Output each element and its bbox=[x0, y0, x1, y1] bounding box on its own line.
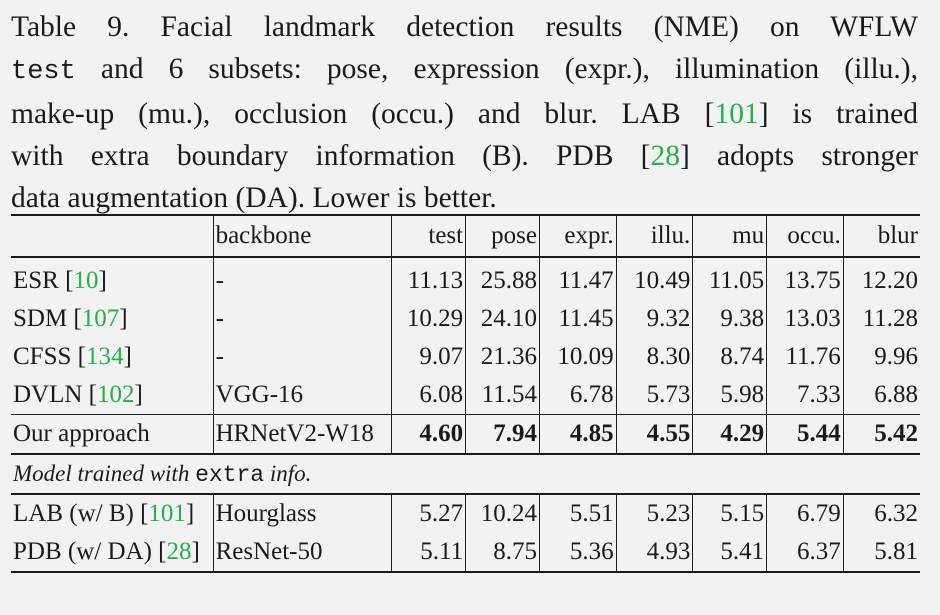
value-cell: 9.96 bbox=[842, 338, 920, 376]
value-cell: 5.15 bbox=[692, 493, 767, 533]
best-value-cell: 4.60 bbox=[391, 414, 466, 455]
citation-link[interactable]: 101 bbox=[148, 500, 186, 527]
value-cell: 13.03 bbox=[766, 300, 844, 338]
method-cell: Our approach bbox=[11, 414, 214, 455]
backbone-cell: - bbox=[212, 338, 392, 376]
method-cell: LAB (w/ B) [101] bbox=[11, 493, 214, 533]
best-value-cell: 4.55 bbox=[615, 414, 693, 455]
table-row: LAB (w/ B) [101] Hourglass 5.27 10.24 5.… bbox=[11, 493, 920, 533]
value-cell: 11.47 bbox=[539, 256, 617, 300]
value-cell: 6.88 bbox=[842, 376, 920, 415]
best-value-cell: 4.85 bbox=[539, 414, 617, 455]
caption-line-3: make-up (mu.), occlusion (occu.) and blu… bbox=[11, 98, 918, 130]
backbone-cell: HRNetV2-W18 bbox=[212, 414, 392, 455]
backbone-cell: - bbox=[212, 300, 392, 338]
header-cell: backbone bbox=[212, 214, 392, 257]
table-caption: Table 9. Facial landmark detection resul… bbox=[11, 6, 918, 219]
citation-link[interactable]: 28 bbox=[650, 140, 680, 172]
value-cell: 5.73 bbox=[615, 376, 693, 415]
backbone-cell: ResNet-50 bbox=[212, 533, 392, 573]
value-cell: 8.74 bbox=[692, 338, 767, 376]
citation-link[interactable]: 10 bbox=[73, 267, 99, 294]
citation-link[interactable]: 134 bbox=[85, 343, 124, 370]
best-value-cell: 5.42 bbox=[842, 414, 920, 455]
value-cell: 6.08 bbox=[391, 376, 466, 415]
header-cell: illu. bbox=[615, 214, 693, 257]
value-cell: 5.98 bbox=[692, 376, 767, 415]
caption-line-1: Table 9. Facial landmark detection resul… bbox=[11, 11, 918, 43]
table-section-note: Model trained with extra info. bbox=[11, 454, 920, 494]
method-cell: ESR [10] bbox=[11, 256, 214, 300]
caption-line-2: test and 6 subsets: pose, expression (ex… bbox=[11, 53, 918, 87]
value-cell: 10.09 bbox=[539, 338, 617, 376]
method-cell: SDM [107] bbox=[13, 305, 128, 332]
header-cell: blur bbox=[842, 214, 920, 257]
value-cell: 6.37 bbox=[766, 533, 844, 573]
value-cell: 6.32 bbox=[842, 493, 920, 533]
value-cell: 6.79 bbox=[766, 493, 844, 533]
results-table: backbone test pose expr. illu. mu occu. … bbox=[11, 214, 920, 573]
header-cell: pose bbox=[465, 214, 540, 257]
table-row: DVLN [102] VGG-16 6.08 11.54 6.78 5.73 5… bbox=[11, 376, 920, 415]
table-row: SDM [107] - 10.29 24.10 11.45 9.32 9.38 … bbox=[11, 300, 920, 338]
caption-line-4: with extra boundary information (B). PDB… bbox=[11, 140, 918, 172]
value-cell: 5.81 bbox=[842, 533, 920, 573]
value-cell: 11.28 bbox=[842, 300, 920, 338]
header-cell: occu. bbox=[766, 214, 844, 257]
table-row: ESR [10] - 11.13 25.88 11.47 10.49 11.05… bbox=[11, 256, 920, 300]
header-cell: expr. bbox=[539, 214, 617, 257]
value-cell: 8.30 bbox=[615, 338, 693, 376]
header-cell: test bbox=[391, 214, 466, 257]
backbone-cell: VGG-16 bbox=[212, 376, 392, 415]
caption-line-5: data augmentation (DA). Lower is better. bbox=[11, 182, 497, 214]
value-cell: 5.11 bbox=[391, 533, 466, 573]
value-cell: 5.23 bbox=[615, 493, 693, 533]
method-cell: CFSS [134] bbox=[13, 343, 132, 370]
value-cell: 6.78 bbox=[539, 376, 617, 415]
value-cell: 10.24 bbox=[465, 493, 540, 533]
value-cell: 11.76 bbox=[766, 338, 844, 376]
value-cell: 5.27 bbox=[391, 493, 466, 533]
value-cell: 8.75 bbox=[465, 533, 540, 573]
backbone-cell: - bbox=[212, 256, 392, 300]
citation-link[interactable]: 107 bbox=[81, 305, 120, 332]
value-cell: 5.51 bbox=[539, 493, 617, 533]
citation-link[interactable]: 28 bbox=[166, 538, 192, 565]
value-cell: 13.75 bbox=[766, 256, 844, 300]
value-cell: 25.88 bbox=[465, 256, 540, 300]
caption-test-split: test bbox=[11, 57, 76, 87]
value-cell: 9.38 bbox=[692, 300, 767, 338]
method-cell: PDB (w/ DA) [28] bbox=[11, 533, 214, 573]
method-cell: DVLN [102] bbox=[13, 381, 143, 408]
header-cell bbox=[11, 214, 214, 257]
backbone-cell: Hourglass bbox=[212, 493, 392, 533]
best-value-cell: 5.44 bbox=[766, 414, 844, 455]
header-cell: mu bbox=[692, 214, 767, 257]
value-cell: 11.54 bbox=[465, 376, 540, 415]
table-header-row: backbone test pose expr. illu. mu occu. … bbox=[11, 214, 920, 257]
best-value-cell: 7.94 bbox=[465, 414, 540, 455]
citation-link[interactable]: 102 bbox=[97, 381, 135, 408]
value-cell: 11.45 bbox=[539, 300, 617, 338]
value-cell: 7.33 bbox=[766, 376, 844, 415]
citation-link[interactable]: 101 bbox=[714, 98, 759, 130]
value-cell: 11.13 bbox=[391, 256, 466, 300]
value-cell: 21.36 bbox=[465, 338, 540, 376]
value-cell: 11.05 bbox=[692, 256, 767, 300]
value-cell: 9.07 bbox=[391, 338, 466, 376]
value-cell: 5.36 bbox=[539, 533, 617, 573]
table-row-ours: Our approach HRNetV2-W18 4.60 7.94 4.85 … bbox=[11, 414, 920, 455]
value-cell: 10.49 bbox=[615, 256, 693, 300]
extra-info-note: Model trained with extra info. bbox=[13, 460, 312, 488]
value-cell: 9.32 bbox=[615, 300, 693, 338]
value-cell: 4.93 bbox=[615, 533, 693, 573]
table-row: CFSS [134] - 9.07 21.36 10.09 8.30 8.74 … bbox=[11, 338, 920, 376]
value-cell: 24.10 bbox=[465, 300, 540, 338]
value-cell: 10.29 bbox=[391, 300, 466, 338]
value-cell: 5.41 bbox=[692, 533, 767, 573]
best-value-cell: 4.29 bbox=[692, 414, 767, 455]
value-cell: 12.20 bbox=[842, 256, 920, 300]
table-row: PDB (w/ DA) [28] ResNet-50 5.11 8.75 5.3… bbox=[11, 533, 920, 573]
